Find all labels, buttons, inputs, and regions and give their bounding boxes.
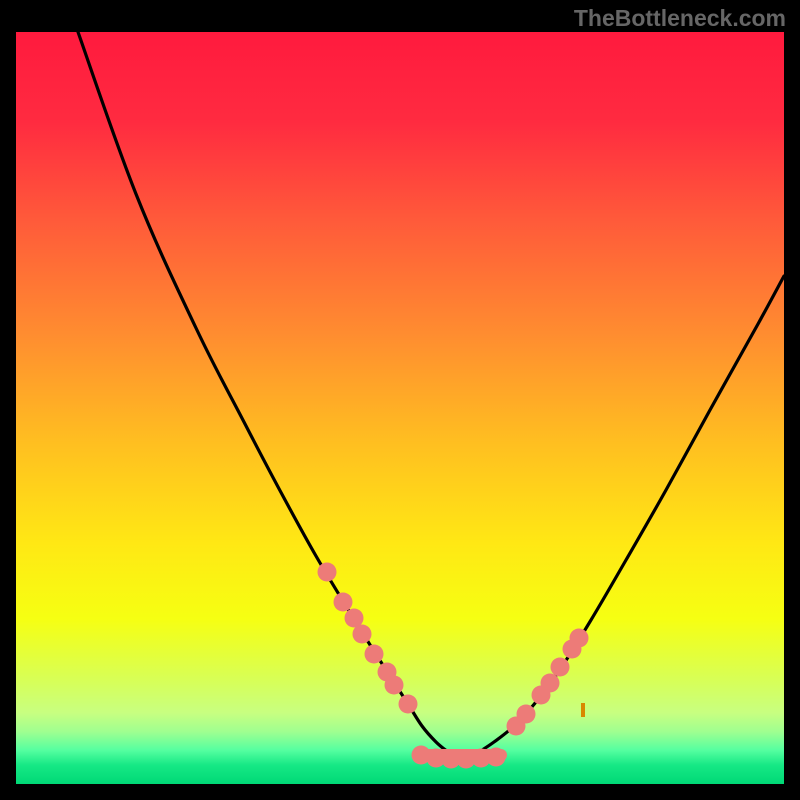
marker-right-3	[541, 674, 560, 693]
marker-left-4	[365, 645, 384, 664]
marker-left-6	[385, 676, 404, 695]
marker-right-1	[517, 705, 536, 724]
marker-left-1	[334, 593, 353, 612]
marker-left-7	[399, 695, 418, 714]
chart-frame	[0, 0, 800, 800]
marker-left-3	[353, 625, 372, 644]
plot-background	[16, 32, 784, 784]
marker-left-0	[318, 563, 337, 582]
marker-right-6	[570, 629, 589, 648]
chart-svg	[0, 0, 800, 800]
small-tick	[581, 703, 585, 717]
watermark-text: TheBottleneck.com	[574, 5, 786, 32]
marker-right-4	[551, 658, 570, 677]
marker-bottom-5	[487, 748, 506, 767]
